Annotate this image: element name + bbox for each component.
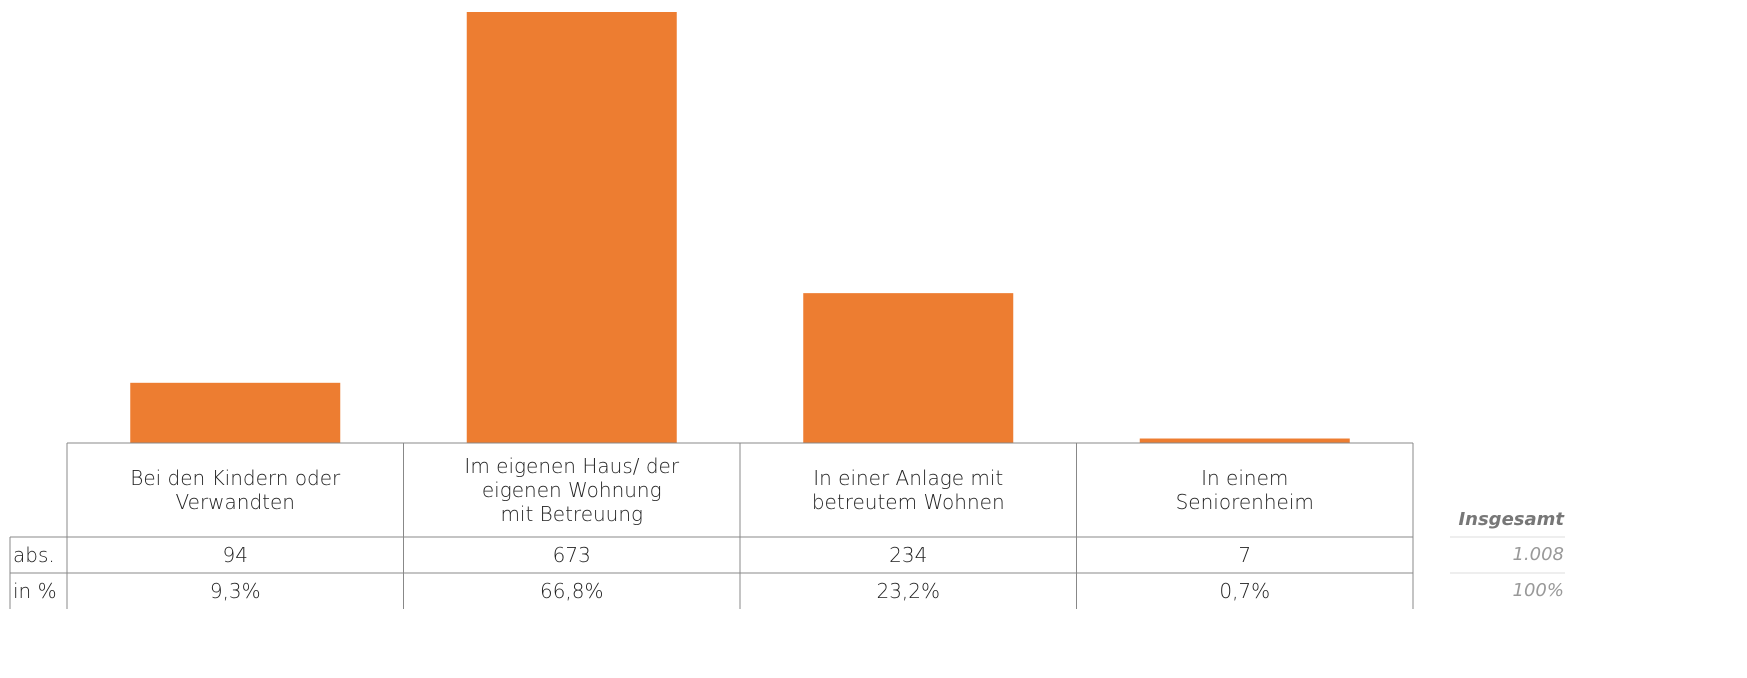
data-cell: 0,7% (1219, 579, 1271, 603)
bar (130, 382, 341, 443)
category-label: In einer Anlage mit betreutem Wohnen (811, 466, 1005, 514)
bar (466, 12, 677, 443)
category-label: Bei den Kindern oder Verwandten (130, 466, 341, 514)
totals-header: Insgesamt (1458, 509, 1564, 530)
data-cell: 23,2% (876, 579, 941, 603)
row-label: abs. (13, 543, 55, 567)
data-cell: 234 (889, 543, 928, 567)
total-value: 100% (1512, 580, 1564, 601)
category-label: Im eigenen Haus/ der eigenen Wohnung mit… (464, 454, 680, 526)
bar (1139, 438, 1350, 443)
total-value: 1.008 (1512, 544, 1564, 565)
data-cell: 94 (222, 543, 248, 567)
data-cell: 7 (1238, 543, 1252, 567)
data-cell: 673 (552, 543, 591, 567)
category-label: In einem Seniorenheim (1175, 466, 1314, 514)
row-label: in % (13, 579, 57, 603)
data-cell: 9,3% (209, 579, 261, 603)
bar (803, 293, 1014, 443)
data-cell: 66,8% (539, 579, 604, 603)
